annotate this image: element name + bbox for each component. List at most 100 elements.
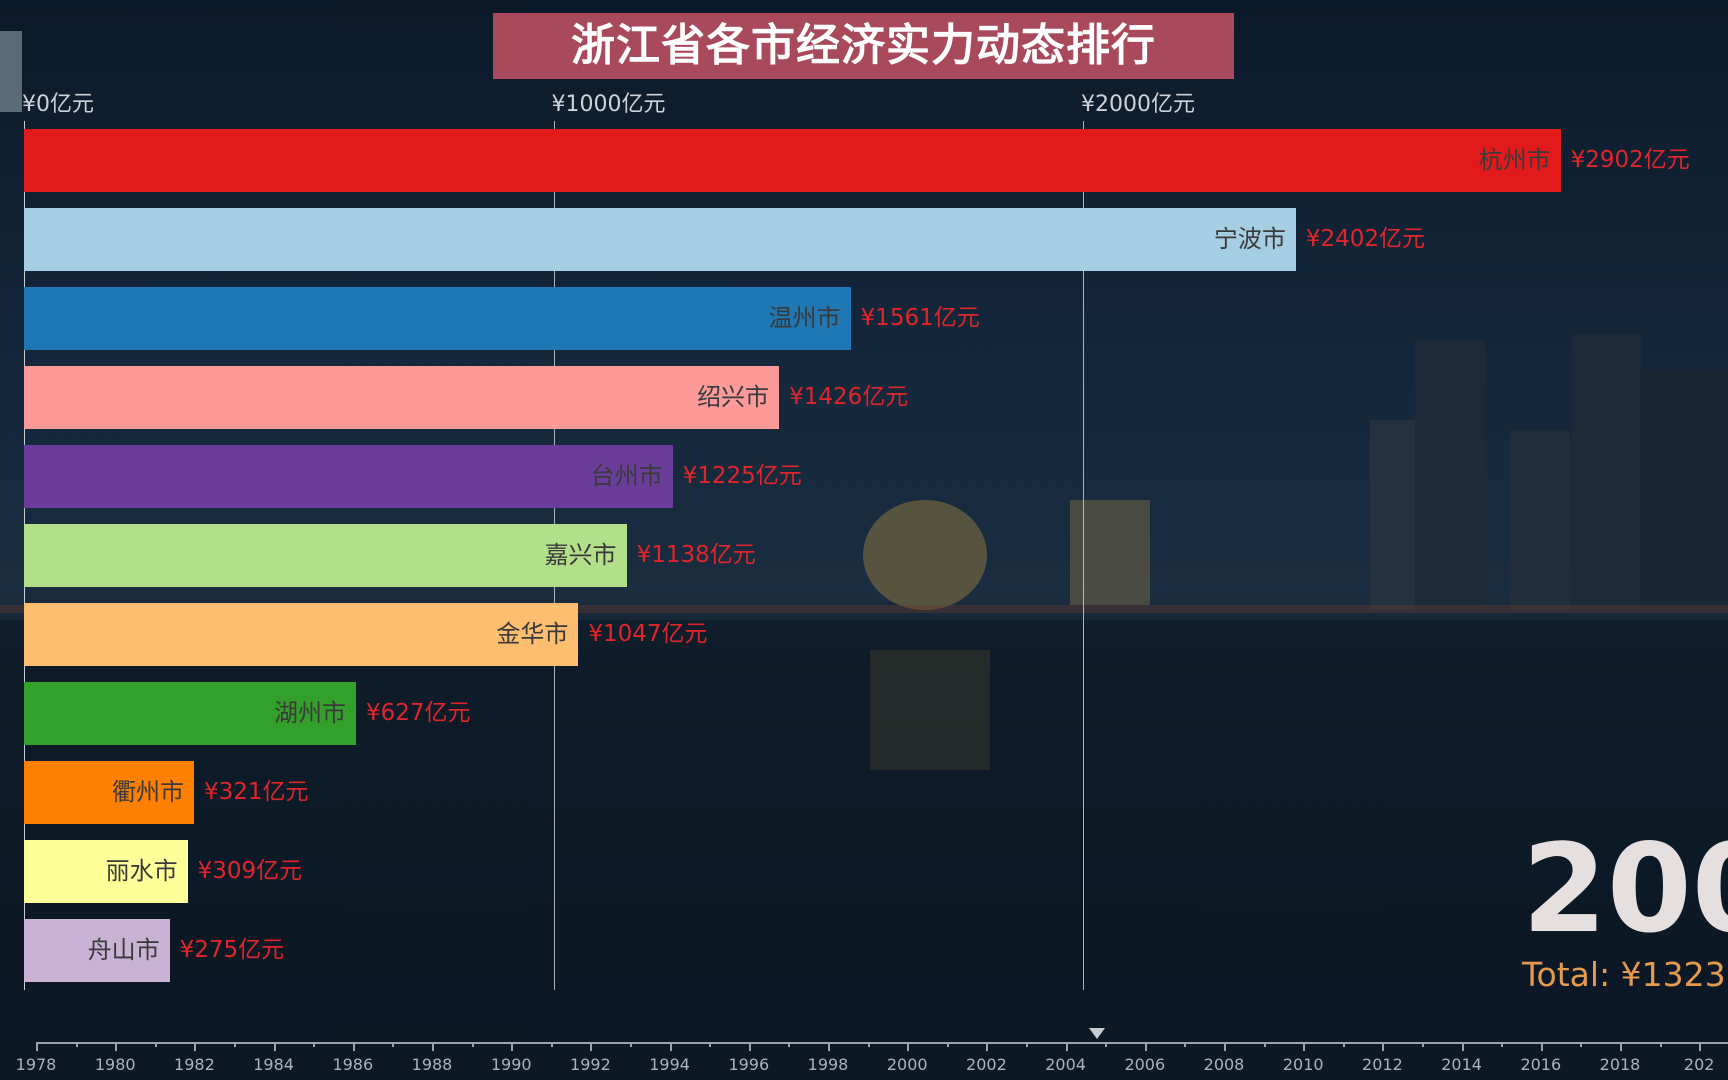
bar-category-label: 金华市	[496, 620, 569, 648]
bar: 金华市	[24, 603, 579, 666]
timeline-tick	[1659, 1042, 1662, 1047]
timeline-tick	[1065, 1042, 1068, 1051]
timeline-year-label[interactable]: 2012	[1362, 1055, 1403, 1074]
timeline-tick	[1620, 1042, 1622, 1051]
timeline-tick	[1501, 1042, 1504, 1047]
timeline-tick	[1382, 1042, 1385, 1051]
timeline-tick	[115, 1042, 118, 1051]
chart-title: 浙江省各市经济实力动态排行	[493, 13, 1234, 79]
timeline-tick	[313, 1042, 316, 1047]
timeline-tick	[75, 1042, 78, 1047]
bar-value-label: ¥627亿元	[365, 700, 471, 726]
timeline-year-label[interactable]: 2002	[966, 1055, 1007, 1074]
bar-category-label: 杭州市	[1478, 146, 1551, 174]
bar-category-label: 宁波市	[1213, 225, 1286, 253]
bar-category-label: 温州市	[768, 304, 841, 332]
timeline-tick	[1026, 1042, 1028, 1047]
timeline-tick	[194, 1042, 197, 1051]
timeline-tick	[234, 1042, 236, 1047]
timeline-track[interactable]	[36, 1042, 1728, 1044]
timeline-year-label[interactable]: 2016	[1520, 1055, 1562, 1074]
bar: 杭州市	[24, 129, 1561, 192]
bar-category-label: 嘉兴市	[544, 541, 617, 569]
bar: 温州市	[24, 287, 851, 350]
timeline-tick	[630, 1042, 632, 1047]
timeline-marker-icon[interactable]	[1089, 1028, 1106, 1039]
timeline-year-label[interactable]: 2000	[886, 1055, 928, 1074]
bar: 嘉兴市	[24, 524, 627, 587]
bar-value-label: ¥1225亿元	[682, 463, 802, 489]
timeline-tick	[1461, 1042, 1464, 1051]
timeline-tick	[1105, 1042, 1108, 1047]
bar-value-label: ¥1561亿元	[860, 305, 980, 331]
bar-category-label: 台州市	[590, 462, 663, 490]
current-year: 200	[1522, 818, 1728, 960]
timeline-tick	[273, 1042, 276, 1051]
timeline-year-label[interactable]: 202	[1683, 1055, 1715, 1074]
bar-value-label: ¥275亿元	[179, 937, 285, 963]
timeline-year-label[interactable]: 1992	[570, 1055, 611, 1074]
bar-value-label: ¥2402亿元	[1305, 226, 1426, 252]
timeline-year-label[interactable]: 1986	[332, 1055, 374, 1074]
bar-category-label: 丽水市	[105, 857, 178, 885]
timeline-tick	[1422, 1042, 1424, 1047]
timeline-tick	[1144, 1042, 1147, 1051]
bar: 绍兴市	[24, 366, 780, 429]
timeline-year-label[interactable]: 2014	[1441, 1055, 1482, 1074]
total-value: Total: ¥13233	[1522, 955, 1728, 994]
timeline-year-label[interactable]: 1998	[807, 1055, 849, 1074]
timeline-tick	[1699, 1042, 1702, 1051]
timeline-year-label[interactable]: 2018	[1599, 1055, 1641, 1074]
x-tick-label: ¥0亿元	[22, 92, 94, 117]
timeline-tick	[669, 1042, 672, 1051]
gridline	[1083, 121, 1084, 990]
bar-value-label: ¥1138亿元	[636, 542, 756, 568]
x-tick-label: ¥1000亿元	[551, 92, 666, 117]
timeline-tick	[828, 1042, 830, 1051]
timeline-tick	[1303, 1042, 1306, 1051]
timeline-tick	[352, 1042, 355, 1051]
bar-category-label: 衢州市	[111, 778, 184, 806]
timeline-tick	[986, 1042, 989, 1051]
bar: 衢州市	[24, 761, 194, 824]
bar-category-label: 舟山市	[87, 936, 160, 964]
timeline-tick	[946, 1042, 949, 1047]
timeline-year-label[interactable]: 1982	[174, 1055, 215, 1074]
timeline-year-label[interactable]: 1988	[411, 1055, 453, 1074]
timeline-year-label[interactable]: 1978	[15, 1055, 57, 1074]
timeline-tick	[788, 1042, 791, 1047]
timeline-tick	[550, 1042, 553, 1047]
bar: 舟山市	[24, 919, 170, 982]
bar-value-label: ¥321亿元	[203, 779, 309, 805]
timeline-tick	[1184, 1042, 1187, 1047]
timeline-year-label[interactable]: 2004	[1045, 1055, 1086, 1074]
timeline-tick	[1263, 1042, 1266, 1047]
bar-category-label: 湖州市	[273, 699, 346, 727]
timeline-tick	[709, 1042, 712, 1047]
timeline-year-label[interactable]: 1980	[94, 1055, 136, 1074]
timeline-year-label[interactable]: 1996	[728, 1055, 770, 1074]
bar-value-label: ¥2902亿元	[1570, 147, 1690, 173]
timeline-tick	[1580, 1042, 1583, 1047]
timeline-year-label[interactable]: 1994	[649, 1055, 690, 1074]
bar-value-label: ¥309亿元	[197, 858, 303, 884]
timeline-tick	[907, 1042, 910, 1051]
timeline-tick	[36, 1042, 38, 1051]
timeline-tick	[154, 1042, 157, 1047]
timeline-tick	[748, 1042, 751, 1051]
timeline-tick	[1540, 1042, 1543, 1051]
bar: 宁波市	[24, 208, 1296, 271]
timeline-year-label[interactable]: 2010	[1282, 1055, 1324, 1074]
bar: 台州市	[24, 445, 673, 508]
timeline-tick	[432, 1042, 434, 1051]
timeline-tick	[590, 1042, 593, 1051]
x-tick-label: ¥2000亿元	[1081, 92, 1195, 117]
timeline-year-label[interactable]: 1990	[490, 1055, 532, 1074]
timeline-tick	[511, 1042, 514, 1051]
bar-value-label: ¥1426亿元	[789, 384, 909, 410]
bar: 湖州市	[24, 682, 356, 745]
logo-icon	[0, 31, 22, 112]
timeline-year-label[interactable]: 1984	[253, 1055, 294, 1074]
timeline-year-label[interactable]: 2008	[1203, 1055, 1245, 1074]
timeline-year-label[interactable]: 2006	[1124, 1055, 1166, 1074]
